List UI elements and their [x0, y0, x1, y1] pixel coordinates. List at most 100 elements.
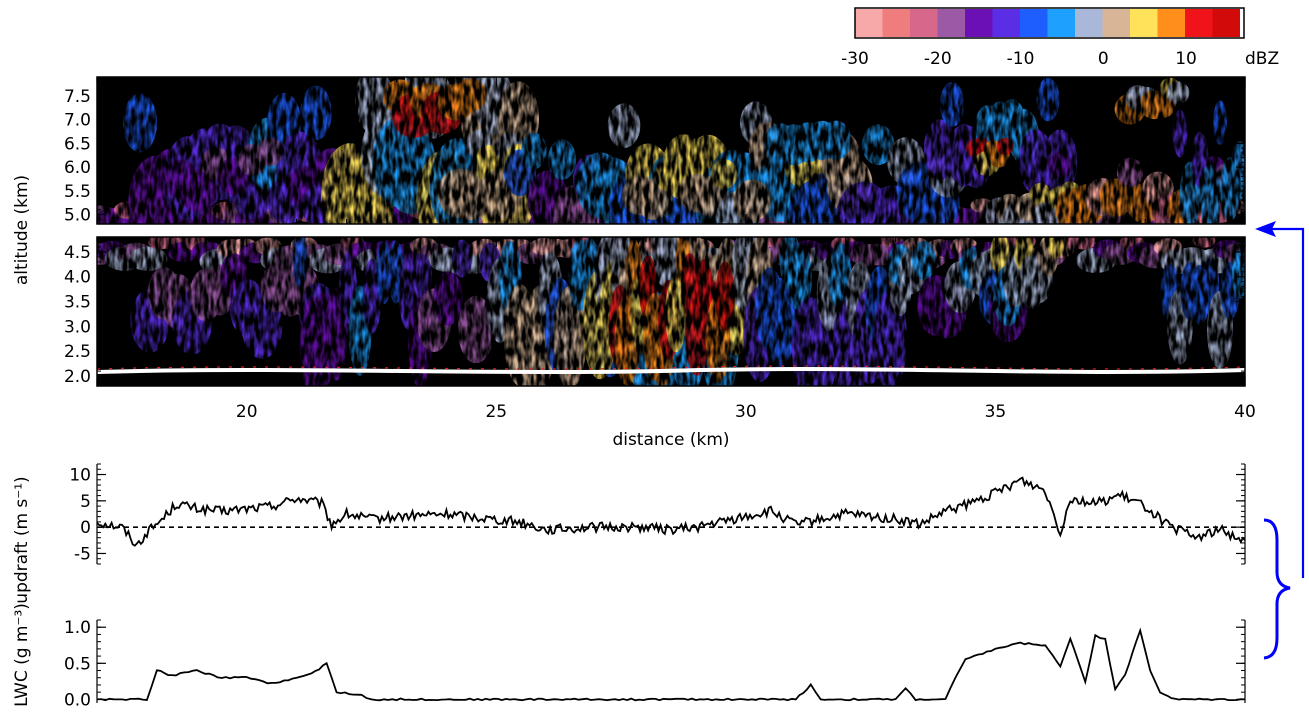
distance-axis: 20 25 30 35 40	[96, 77, 1256, 422]
ground-echo-line	[97, 367, 1245, 374]
colorbar-swatch	[1157, 9, 1186, 37]
radar-echo	[1098, 178, 1134, 217]
colorbar-swatch	[965, 9, 994, 37]
colorbar-swatch	[1047, 9, 1076, 37]
radar-echo	[820, 120, 852, 160]
radar-echo	[553, 285, 587, 386]
annotation-arrow-head	[1255, 221, 1276, 237]
radar-echo	[912, 240, 936, 280]
radar-echo	[1230, 141, 1245, 200]
y-tick-label: 0	[80, 518, 91, 538]
colorbar-tick-label: 0	[1098, 49, 1109, 69]
radar-echo	[1199, 163, 1221, 224]
lwc-y-axis: 0.0 0.5 1.0	[64, 618, 1246, 710]
y-tick-label: 2.5	[64, 342, 91, 362]
radar-echo	[433, 271, 463, 326]
altitude-axis-label: altitude (km)	[12, 175, 32, 285]
y-tick-label: 7.5	[64, 87, 91, 107]
radar-lower-texture	[97, 237, 1245, 386]
annotation-arrow	[1255, 221, 1305, 578]
lwc-panel: 0.0 0.5 1.0 LWC (g m⁻³)	[12, 603, 1246, 710]
ground-echo-speckle	[97, 365, 1245, 370]
radar-echo	[1047, 237, 1065, 259]
lwc-axis-label: LWC (g m⁻³)	[12, 603, 32, 707]
radar-echo	[1036, 77, 1060, 122]
colorbar: -30 -20 -10 0 10 dBZ	[841, 7, 1279, 69]
radar-echo	[861, 124, 895, 166]
radar-echo	[607, 103, 641, 149]
y-tick-label: 1.0	[64, 618, 91, 638]
y-tick-label: 6.0	[64, 158, 91, 178]
colorbar-swatch	[1240, 9, 1243, 37]
radar-echo	[521, 132, 547, 170]
radar-echo	[453, 78, 487, 112]
y-tick-label: 0.0	[64, 690, 91, 710]
y-tick-label: 10	[69, 466, 91, 486]
radar-echo	[300, 85, 332, 141]
radar-echo	[788, 244, 812, 312]
radar-lower-panel: 2.0 2.5 3.0 3.5 4.0 4.5 20 25 30 35 40	[64, 77, 1256, 422]
radar-echo	[715, 261, 735, 331]
radar-echo	[257, 137, 283, 166]
x-tick-label: 40	[1234, 402, 1256, 422]
radar-echo	[122, 93, 158, 153]
y-tick-label: 5	[80, 492, 91, 512]
radar-echo	[1029, 183, 1051, 205]
colorbar-tick-labels: -30 -20 -10 0 10	[841, 49, 1197, 69]
colorbar-swatch	[1102, 9, 1131, 37]
radar-echo	[457, 295, 495, 364]
colorbar-swatch	[1020, 9, 1049, 37]
lwc-series-line	[96, 627, 1246, 702]
radar-echo	[376, 240, 392, 305]
radar-upper-frame	[96, 76, 1246, 225]
radar-echo	[710, 159, 738, 190]
radar-echo	[128, 246, 168, 271]
y-tick-label: 3.5	[64, 293, 91, 313]
updraft-y-axis: -5 0 5 10	[69, 463, 1246, 565]
colorbar-unit: dBZ	[1245, 49, 1279, 69]
x-tick-label: 35	[985, 402, 1007, 422]
distance-axis-label: distance (km)	[612, 430, 729, 450]
colorbar-tick-label: 10	[1175, 49, 1197, 69]
updraft-axis-label: updraft (m s⁻¹)	[12, 476, 32, 603]
radar-upper-panel: 5.0 5.5 6.0 6.5 7.0 7.5	[64, 76, 1246, 226]
colorbar-tick-label: -30	[841, 49, 869, 69]
y-tick-label: 3.0	[64, 317, 91, 337]
y-tick-label: 5.5	[64, 182, 91, 202]
colorbar-swatch	[910, 9, 939, 37]
colorbar-tick-label: -20	[924, 49, 952, 69]
radar-echo	[939, 81, 965, 128]
colorbar-swatch	[882, 9, 911, 37]
y-tick-label: 4.0	[64, 268, 91, 288]
radar-echo	[547, 139, 577, 180]
radar-echo	[178, 168, 218, 212]
x-tick-label: 20	[236, 402, 258, 422]
colorbar-tick-label: -10	[1007, 49, 1035, 69]
radar-echo	[1048, 151, 1072, 179]
radar-echo	[407, 253, 433, 299]
updraft-panel: -5 0 5 10 updraft (m s⁻¹)	[12, 463, 1246, 604]
x-tick-label: 30	[735, 402, 757, 422]
annotation-arrow-line	[1272, 227, 1305, 578]
y-tick-label: 7.0	[64, 111, 91, 131]
radar-echo	[764, 277, 796, 369]
y-tick-label: 2.0	[64, 367, 91, 387]
y-tick-label: 0.5	[64, 654, 91, 674]
colorbar-swatches	[855, 9, 1243, 37]
radar-echo	[1192, 237, 1216, 248]
x-tick-label: 25	[485, 402, 507, 422]
radar-lower-echoes	[97, 237, 1245, 386]
colorbar-swatch	[1130, 9, 1159, 37]
y-tick-label: 4.5	[64, 243, 91, 263]
colorbar-swatch	[937, 9, 966, 37]
updraft-series-line	[96, 476, 1246, 547]
radar-upper-texture	[97, 77, 1245, 224]
radar-echo	[1071, 237, 1097, 250]
y-tick-label: -5	[74, 544, 91, 564]
radar-echo	[828, 242, 852, 310]
radar-echo	[1116, 157, 1144, 188]
radar-echo	[1172, 109, 1188, 158]
colorbar-swatch	[855, 9, 884, 37]
colorbar-swatch	[992, 9, 1021, 37]
